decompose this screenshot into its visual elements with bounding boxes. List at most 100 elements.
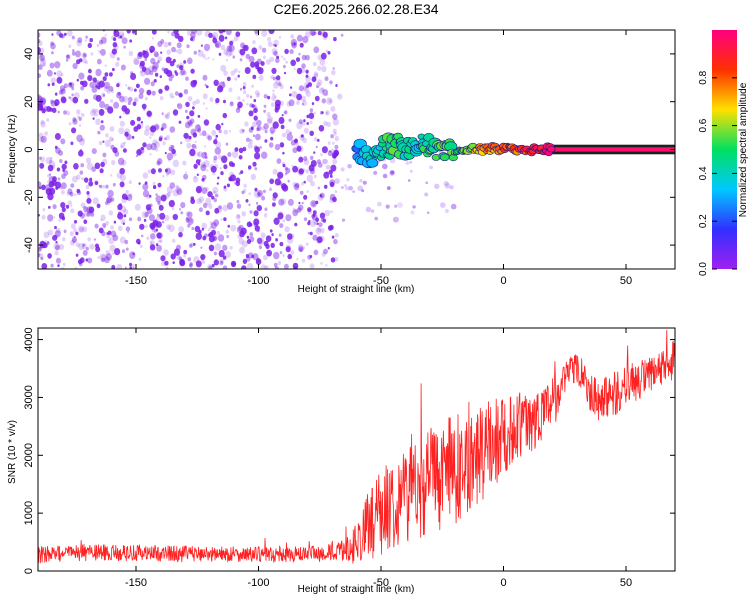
- noise-speckle: [292, 147, 298, 154]
- noise-speckle: [313, 31, 317, 35]
- snr-xtick-label: 0: [500, 577, 506, 589]
- noise-speckle: [94, 223, 99, 229]
- noise-speckle: [272, 168, 278, 175]
- noise-speckle: [210, 222, 217, 229]
- noise-speckle: [105, 201, 109, 206]
- noise-speckle: [40, 256, 44, 261]
- noise-speckle: [195, 185, 202, 194]
- noise-speckle: [198, 196, 205, 203]
- noise-speckle: [254, 104, 257, 107]
- noise-speckle: [158, 168, 162, 173]
- noise-speckle: [392, 216, 399, 223]
- noise-speckle: [82, 249, 88, 256]
- noise-speckle: [261, 126, 266, 131]
- noise-speckle: [166, 49, 172, 55]
- noise-speckle: [272, 192, 278, 199]
- noise-speckle: [312, 234, 318, 241]
- noise-speckle: [138, 182, 141, 185]
- noise-speckle: [63, 32, 67, 36]
- noise-speckle: [241, 240, 248, 248]
- noise-speckle: [269, 178, 275, 185]
- noise-speckle: [185, 76, 189, 81]
- noise-speckle: [41, 214, 46, 220]
- noise-speckle: [258, 245, 262, 250]
- noise-speckle: [246, 93, 250, 98]
- noise-speckle: [104, 72, 109, 77]
- noise-speckle: [119, 236, 126, 244]
- noise-speckle: [256, 95, 259, 98]
- noise-speckle: [38, 101, 43, 107]
- noise-speckle: [193, 50, 197, 55]
- noise-speckle: [82, 52, 87, 57]
- noise-speckle: [185, 216, 189, 221]
- noise-speckle: [144, 77, 151, 85]
- noise-speckle: [86, 206, 93, 214]
- noise-speckle: [237, 101, 243, 109]
- noise-speckle: [426, 211, 430, 214]
- noise-speckle: [319, 194, 323, 198]
- noise-speckle: [292, 262, 299, 269]
- noise-speckle: [252, 121, 258, 128]
- noise-speckle: [206, 85, 209, 89]
- noise-speckle: [72, 96, 79, 104]
- noise-speckle: [46, 241, 50, 245]
- noise-speckle: [122, 95, 129, 103]
- noise-speckle: [72, 118, 78, 125]
- noise-speckle: [97, 130, 101, 135]
- noise-speckle: [39, 47, 45, 54]
- noise-speckle: [41, 263, 48, 269]
- noise-speckle: [190, 68, 195, 74]
- noise-speckle: [60, 202, 66, 209]
- noise-speckle: [286, 133, 293, 141]
- noise-speckle: [200, 258, 204, 262]
- noise-speckle: [325, 110, 330, 116]
- noise-speckle: [162, 174, 165, 178]
- noise-speckle: [261, 151, 268, 159]
- noise-speckle: [333, 154, 337, 159]
- noise-speckle: [78, 58, 83, 63]
- noise-speckle: [209, 225, 213, 230]
- noise-speckle: [107, 189, 114, 198]
- noise-speckle: [225, 229, 229, 234]
- noise-speckle: [276, 158, 282, 164]
- noise-speckle: [267, 118, 273, 125]
- noise-speckle: [270, 242, 275, 248]
- noise-speckle: [143, 218, 147, 222]
- noise-speckle: [50, 99, 54, 104]
- noise-speckle: [450, 203, 457, 210]
- noise-speckle: [212, 186, 219, 194]
- noise-speckle: [38, 94, 42, 102]
- noise-speckle: [150, 168, 156, 175]
- noise-speckle: [386, 186, 391, 190]
- noise-speckle: [58, 89, 64, 95]
- noise-speckle: [325, 93, 328, 97]
- noise-speckle: [320, 153, 323, 157]
- noise-speckle: [262, 55, 266, 60]
- noise-speckle: [323, 184, 328, 189]
- noise-speckle: [169, 92, 174, 98]
- noise-speckle: [52, 204, 57, 210]
- noise-speckle: [269, 187, 273, 191]
- noise-speckle: [113, 43, 119, 51]
- noise-speckle: [158, 203, 162, 207]
- noise-speckle: [58, 218, 62, 222]
- noise-speckle: [263, 104, 267, 108]
- noise-speckle: [154, 72, 159, 77]
- noise-speckle: [139, 223, 145, 230]
- noise-speckle: [284, 48, 289, 55]
- noise-speckle: [177, 35, 184, 43]
- noise-speckle: [373, 170, 378, 175]
- noise-speckle: [278, 198, 285, 206]
- noise-speckle: [100, 120, 104, 124]
- noise-speckle: [45, 156, 52, 165]
- noise-speckle: [40, 156, 45, 163]
- noise-speckle: [81, 242, 88, 250]
- noise-speckle: [297, 244, 304, 251]
- noise-speckle: [71, 127, 77, 134]
- noise-speckle: [177, 48, 183, 55]
- noise-speckle: [315, 227, 322, 235]
- noise-speckle: [71, 236, 78, 243]
- noise-speckle: [317, 138, 320, 142]
- noise-speckle: [307, 207, 312, 213]
- noise-speckle: [144, 96, 148, 101]
